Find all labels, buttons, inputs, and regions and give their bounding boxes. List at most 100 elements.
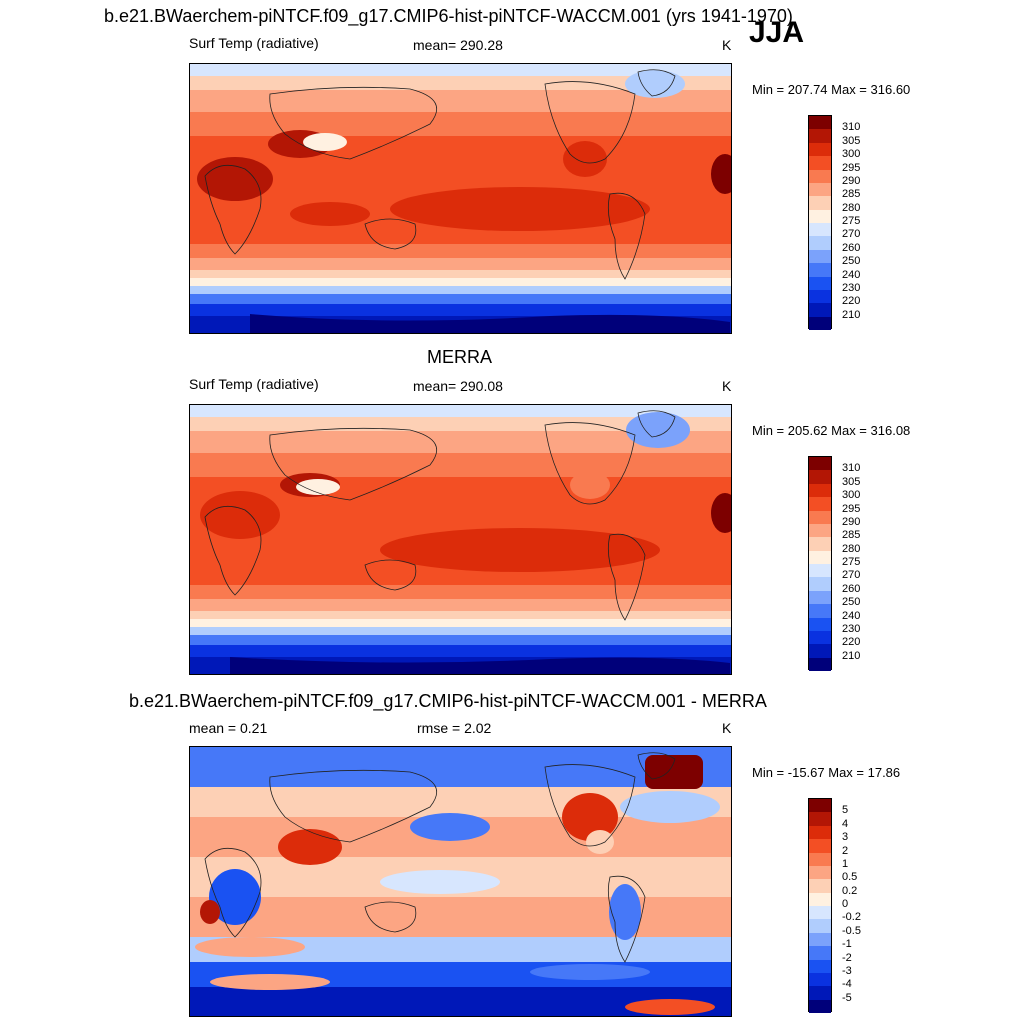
colorbar-tick-label: 240: [842, 268, 861, 281]
panel3-colorbar: [808, 798, 832, 1013]
colorbar-segment: [809, 919, 831, 933]
colorbar-tick-label: 0.5: [842, 871, 858, 884]
panel2-minmax-label: Min = 205.62 Max = 316.08: [752, 423, 911, 438]
panel2-colorbar: [808, 456, 832, 671]
colorbar-segment: [809, 156, 831, 170]
colorbar-segment: [809, 263, 831, 277]
colorbar-tick-label: 4: [842, 817, 849, 830]
colorbar-tick-label: 285: [842, 188, 861, 201]
colorbar-tick-label: 310: [842, 462, 861, 475]
colorbar-tick-label: 275: [842, 215, 861, 227]
colorbar-tick-label: 290: [842, 174, 861, 187]
panel1-map: [189, 63, 732, 334]
colorbar-tick-label: 260: [842, 582, 861, 595]
colorbar-segment: [809, 630, 831, 645]
colorbar-tick-label: 300: [842, 148, 861, 161]
colorbar-segment: [809, 577, 831, 591]
colorbar-tick-label: 280: [842, 201, 861, 214]
colorbar-segment: [809, 999, 831, 1013]
colorbar-segment: [809, 892, 831, 906]
colorbar-tick-label: 0.2: [842, 884, 858, 897]
colorbar-segment: [809, 223, 831, 237]
colorbar-segment: [809, 825, 831, 840]
colorbar-segment: [809, 604, 831, 618]
colorbar-tick-label: 285: [842, 529, 861, 542]
colorbar-tick-label: 290: [842, 515, 861, 528]
colorbar-segment: [809, 852, 831, 866]
colorbar-tick-label: 260: [842, 241, 861, 254]
colorbar-segment: [809, 276, 831, 290]
colorbar-tick-label: -1: [842, 938, 852, 951]
colorbar-tick-label: 300: [842, 489, 861, 502]
panel1-mean-label: mean= 290.28: [413, 37, 503, 53]
colorbar-segment: [809, 249, 831, 264]
colorbar-segment: [809, 550, 831, 564]
colorbar-tick-label: 230: [842, 281, 861, 294]
colorbar-tick-label: 220: [842, 636, 861, 649]
colorbar-segment: [809, 457, 831, 471]
colorbar-segment: [809, 657, 831, 671]
colorbar-segment: [809, 986, 831, 1000]
colorbar-segment: [809, 906, 831, 920]
colorbar-tick-label: -2: [842, 951, 852, 964]
colorbar-segment: [809, 972, 831, 987]
colorbar-tick-label: 2: [842, 844, 849, 857]
colorbar-tick-label: -0.2: [842, 911, 861, 924]
colorbar-tick-label: 270: [842, 228, 861, 241]
colorbar-tick-label: 295: [842, 502, 861, 515]
colorbar-segment: [809, 537, 831, 551]
panel2-units-label: K: [722, 378, 732, 394]
colorbar-segment: [809, 839, 831, 853]
panel1-colorbar: [808, 115, 832, 330]
panel2-mean-label: mean= 290.08: [413, 378, 503, 394]
colorbar-segment: [809, 116, 831, 130]
panel1-title: b.e21.BWaerchem-piNTCF.f09_g17.CMIP6-his…: [104, 6, 793, 26]
colorbar-segment: [809, 129, 831, 143]
colorbar-segment: [809, 497, 831, 511]
colorbar-tick-label: 270: [842, 569, 861, 582]
colorbar-segment: [809, 617, 831, 631]
colorbar-tick-label: -3: [842, 964, 852, 977]
panel1-variable-label: Surf Temp (radiative): [189, 35, 319, 51]
colorbar-tick-label: 230: [842, 622, 861, 635]
colorbar-segment: [809, 590, 831, 605]
colorbar-segment: [809, 169, 831, 183]
panel2-map: [189, 404, 732, 675]
colorbar-segment: [809, 879, 831, 893]
panel1-units-label: K: [722, 37, 732, 53]
colorbar-segment: [809, 865, 831, 880]
panel3-title: b.e21.BWaerchem-piNTCF.f09_g17.CMIP6-his…: [129, 691, 767, 711]
colorbar-tick-label: 250: [842, 596, 861, 609]
colorbar-segment: [809, 236, 831, 250]
colorbar-tick-label: 0: [842, 898, 849, 910]
colorbar-segment: [809, 523, 831, 538]
colorbar-segment: [809, 959, 831, 973]
panel2-title: MERRA: [427, 347, 493, 367]
colorbar-tick-label: 305: [842, 475, 861, 488]
colorbar-tick-label: 1: [842, 857, 849, 870]
colorbar-tick-label: 210: [842, 649, 861, 662]
panel2-variable-label: Surf Temp (radiative): [189, 376, 319, 392]
colorbar-tick-label: 250: [842, 255, 861, 268]
colorbar-segment: [809, 799, 831, 813]
colorbar-segment: [809, 644, 831, 658]
colorbar-segment: [809, 316, 831, 330]
colorbar-tick-label: 280: [842, 542, 861, 555]
colorbar-tick-label: -4: [842, 978, 852, 991]
colorbar-tick-label: 210: [842, 308, 861, 321]
colorbar-segment: [809, 182, 831, 197]
colorbar-tick-label: 3: [842, 831, 849, 844]
panel3-minmax-label: Min = -15.67 Max = 17.86: [752, 765, 901, 780]
colorbar-tick-label: -0.5: [842, 924, 861, 937]
colorbar-tick-label: 5: [842, 804, 849, 817]
panel3-map: [189, 746, 732, 1017]
colorbar-segment: [809, 812, 831, 826]
colorbar-segment: [809, 196, 831, 210]
colorbar-segment: [809, 209, 831, 223]
colorbar-segment: [809, 946, 831, 960]
colorbar-tick-label: 305: [842, 134, 861, 147]
colorbar-segment: [809, 470, 831, 484]
colorbar-segment: [809, 303, 831, 317]
colorbar-tick-label: 275: [842, 556, 861, 568]
panel1-minmax-label: Min = 207.74 Max = 316.60: [752, 82, 911, 97]
